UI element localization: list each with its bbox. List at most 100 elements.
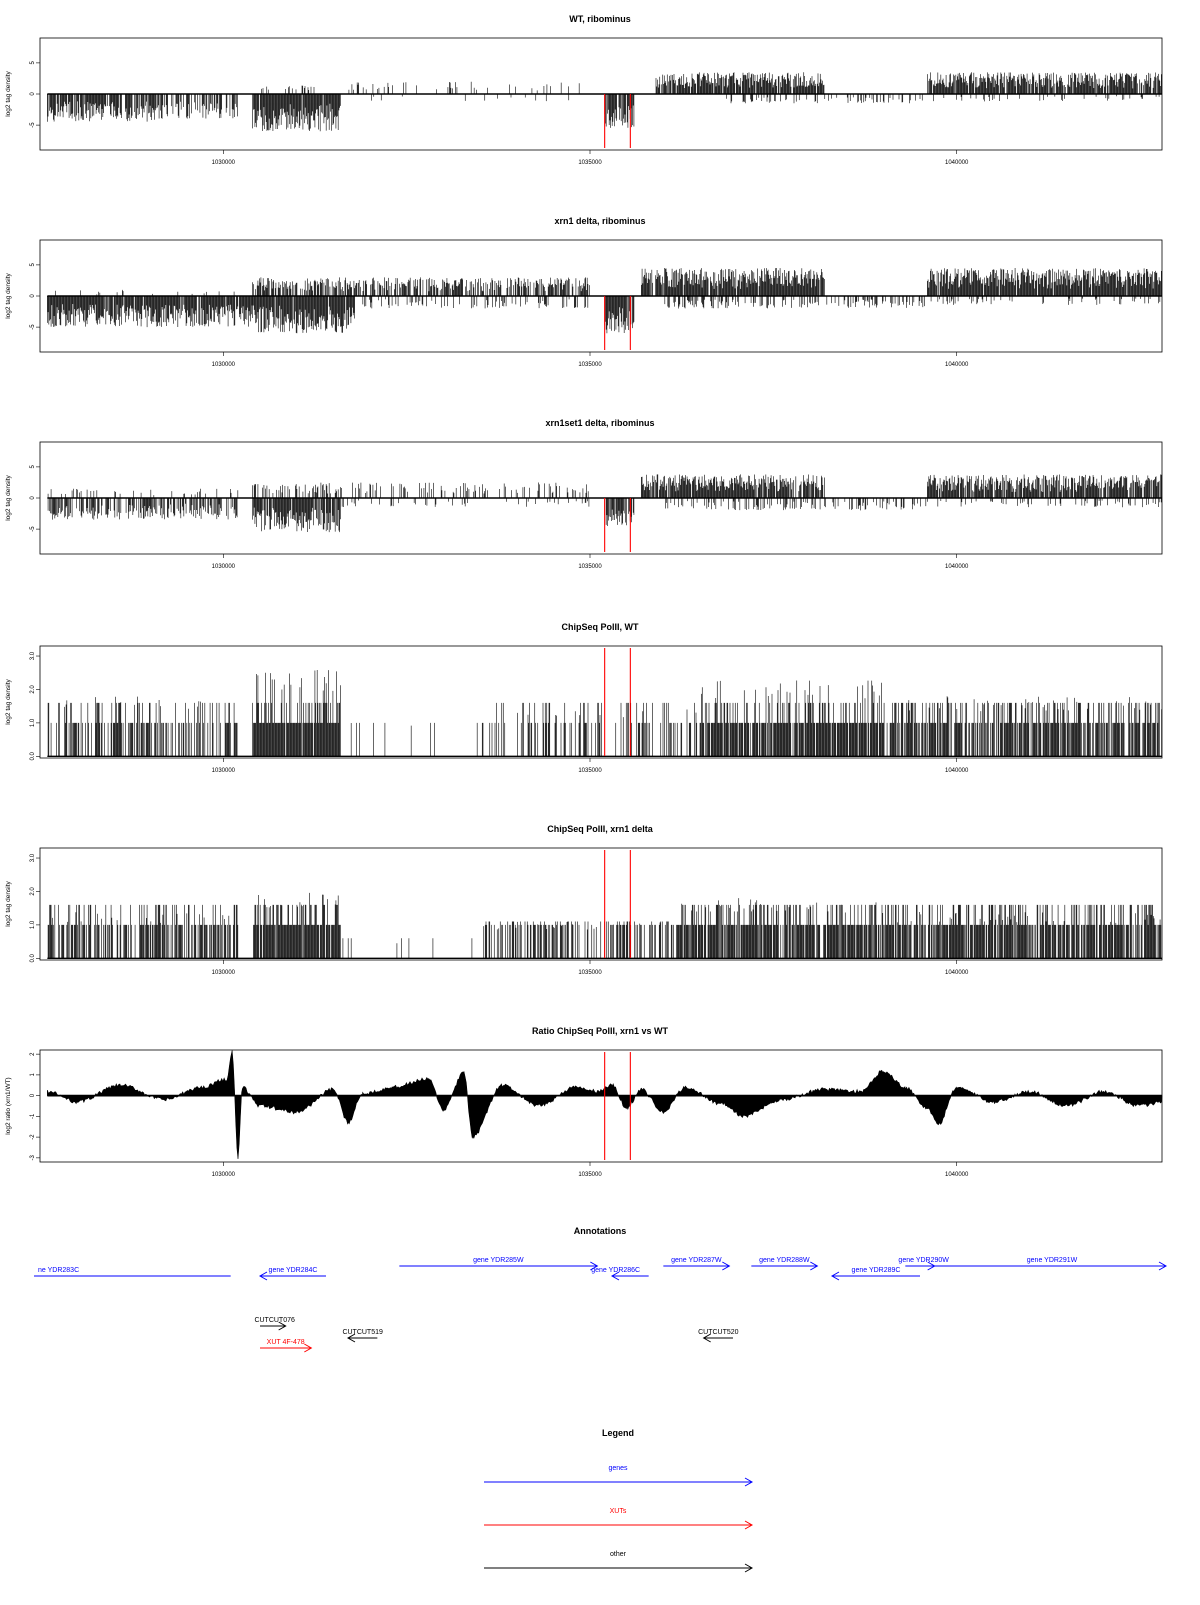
plot-frame — [39, 847, 1163, 961]
y-tick-label: 0.0 — [30, 751, 36, 760]
feature-label: gene YDR286C — [591, 1267, 640, 1274]
x-tick-label: 1035000 — [578, 768, 602, 774]
bar-segment — [927, 268, 1162, 296]
series-chip_wt — [47, 670, 1162, 758]
y-tick-label: 0 — [30, 496, 36, 500]
feature-label: gene YDR290W — [898, 1257, 949, 1264]
panel-xrn1: xrn1 delta, ribominus -5 0 5 log2 tag densit… — [5, 216, 1163, 368]
xut-feature: XUT 4F-478 — [260, 1339, 313, 1353]
arrowhead-right-icon — [1158, 1261, 1168, 1271]
x-tick-label: 1035000 — [578, 564, 602, 570]
bar-segment — [726, 94, 923, 104]
legend-label: XUTs — [610, 1508, 627, 1515]
panel-chip_wt: ChipSeq PolII, WT 0.0 1.0 2.0 3.0 log2 tag de… — [5, 622, 1163, 774]
y-tick-label: -5 — [30, 526, 36, 532]
bar-segment — [341, 498, 590, 507]
feature-label: gene YDR284C — [269, 1267, 318, 1274]
y-tick-label: -3 — [30, 1155, 36, 1161]
y-axis-label: log2 tag density — [5, 880, 12, 926]
plot-frame — [39, 1049, 1163, 1163]
y-tick-label: 0.0 — [30, 953, 36, 962]
arrowhead-left-icon — [830, 1271, 840, 1281]
gene-feature: ne YDR283C — [34, 1267, 231, 1277]
y-tick-label: 2.0 — [30, 685, 36, 694]
bar-segment — [47, 696, 238, 757]
bar-segment — [664, 296, 925, 309]
panel-title: WT, ribominus — [569, 14, 631, 24]
bar-segment — [165, 94, 238, 119]
bar-segment — [883, 904, 1162, 959]
bar-segment — [699, 680, 884, 757]
bar-segment — [47, 498, 238, 520]
y-tick-label: 0 — [30, 1093, 36, 1097]
y-tick-label: 1.0 — [30, 718, 36, 727]
x-tick-label: 1030000 — [212, 564, 236, 570]
y-tick-label: 1.0 — [30, 920, 36, 929]
panel-title: xrn1set1 delta, ribominus — [545, 418, 654, 428]
bar-segment — [677, 898, 884, 959]
arrowhead-right-icon — [810, 1261, 819, 1271]
bar-segment — [641, 474, 825, 498]
feature-label: CUTCUT520 — [698, 1329, 739, 1336]
bar-segment — [348, 81, 580, 94]
bar-segment — [481, 702, 698, 757]
bar-segment — [341, 482, 589, 498]
series-chip_xrn1 — [47, 892, 1162, 960]
x-tick-label: 1035000 — [578, 970, 602, 976]
y-tick-label: 3.0 — [30, 651, 36, 660]
arrowhead-right-icon — [744, 1563, 754, 1573]
cut-feature: CUTCUT520 — [698, 1329, 739, 1343]
x-tick-label: 1030000 — [212, 1172, 236, 1178]
arrowhead-right-icon — [590, 1261, 599, 1271]
bar-segment — [930, 296, 1161, 305]
legend-item-genes: genes — [484, 1465, 754, 1487]
bar-segment — [927, 498, 1162, 508]
gene-feature: gene YDR290W — [898, 1257, 949, 1271]
feature-label: gene YDR288W — [759, 1257, 810, 1264]
bar-segment — [350, 722, 478, 757]
bar-segment — [883, 696, 1162, 757]
bar-segment — [252, 94, 341, 132]
bar-segment — [665, 498, 927, 511]
x-tick-label: 1035000 — [578, 362, 602, 368]
bar-segment — [253, 892, 341, 959]
cut-feature: CUTCUT519 — [342, 1329, 383, 1343]
bar-segment — [261, 85, 315, 94]
annotations-track: Annotations ne YDR283C gene YDR284C gene YD… — [34, 1226, 1168, 1353]
y-tick-label: -2 — [30, 1134, 36, 1140]
feature-label: gene YDR289C — [852, 1267, 901, 1274]
arrowhead-left-icon — [346, 1333, 356, 1343]
arrowhead-left-icon — [258, 1271, 268, 1281]
bar-segment — [47, 94, 165, 122]
feature-label: CUTCUT076 — [254, 1317, 295, 1324]
y-axis-label: log2 tag density — [5, 678, 12, 724]
bar-segment — [47, 488, 239, 498]
arrowhead-right-icon — [744, 1477, 754, 1487]
x-tick-label: 1040000 — [945, 362, 969, 368]
gene-feature: gene YDR285W — [399, 1257, 599, 1271]
gene-feature: gene YDR284C — [258, 1267, 326, 1281]
y-tick-label: -1 — [30, 1113, 36, 1119]
panel-ratio: Ratio ChipSeq PolII, xrn1 vs WT -3 -2 -1 0 1 2… — [5, 1026, 1163, 1178]
bar-segment — [371, 94, 570, 102]
y-axis-label: log2 tag density — [5, 474, 12, 520]
feature-label: CUTCUT519 — [342, 1329, 383, 1336]
bar-segment — [927, 72, 1162, 94]
y-tick-label: -5 — [30, 324, 36, 330]
legend-label: genes — [608, 1465, 628, 1472]
feature-label: gene YDR285W — [473, 1257, 524, 1264]
bar-segment — [604, 94, 635, 128]
bar-segment — [927, 474, 1162, 498]
x-tick-label: 1030000 — [212, 362, 236, 368]
gene-feature: gene YDR291W — [934, 1257, 1168, 1271]
legend-item-other: other — [484, 1551, 754, 1573]
y-axis-label: log2 ratio (xrn1/WT) — [5, 1077, 12, 1134]
bar-segment — [47, 296, 253, 328]
legend-label: other — [610, 1551, 627, 1558]
panel-title: ChipSeq PolII, xrn1 delta — [547, 824, 654, 834]
x-tick-label: 1035000 — [578, 1172, 602, 1178]
legend-title: Legend — [602, 1428, 634, 1438]
arrowhead-right-icon — [722, 1261, 731, 1271]
bar-segment — [655, 72, 825, 94]
